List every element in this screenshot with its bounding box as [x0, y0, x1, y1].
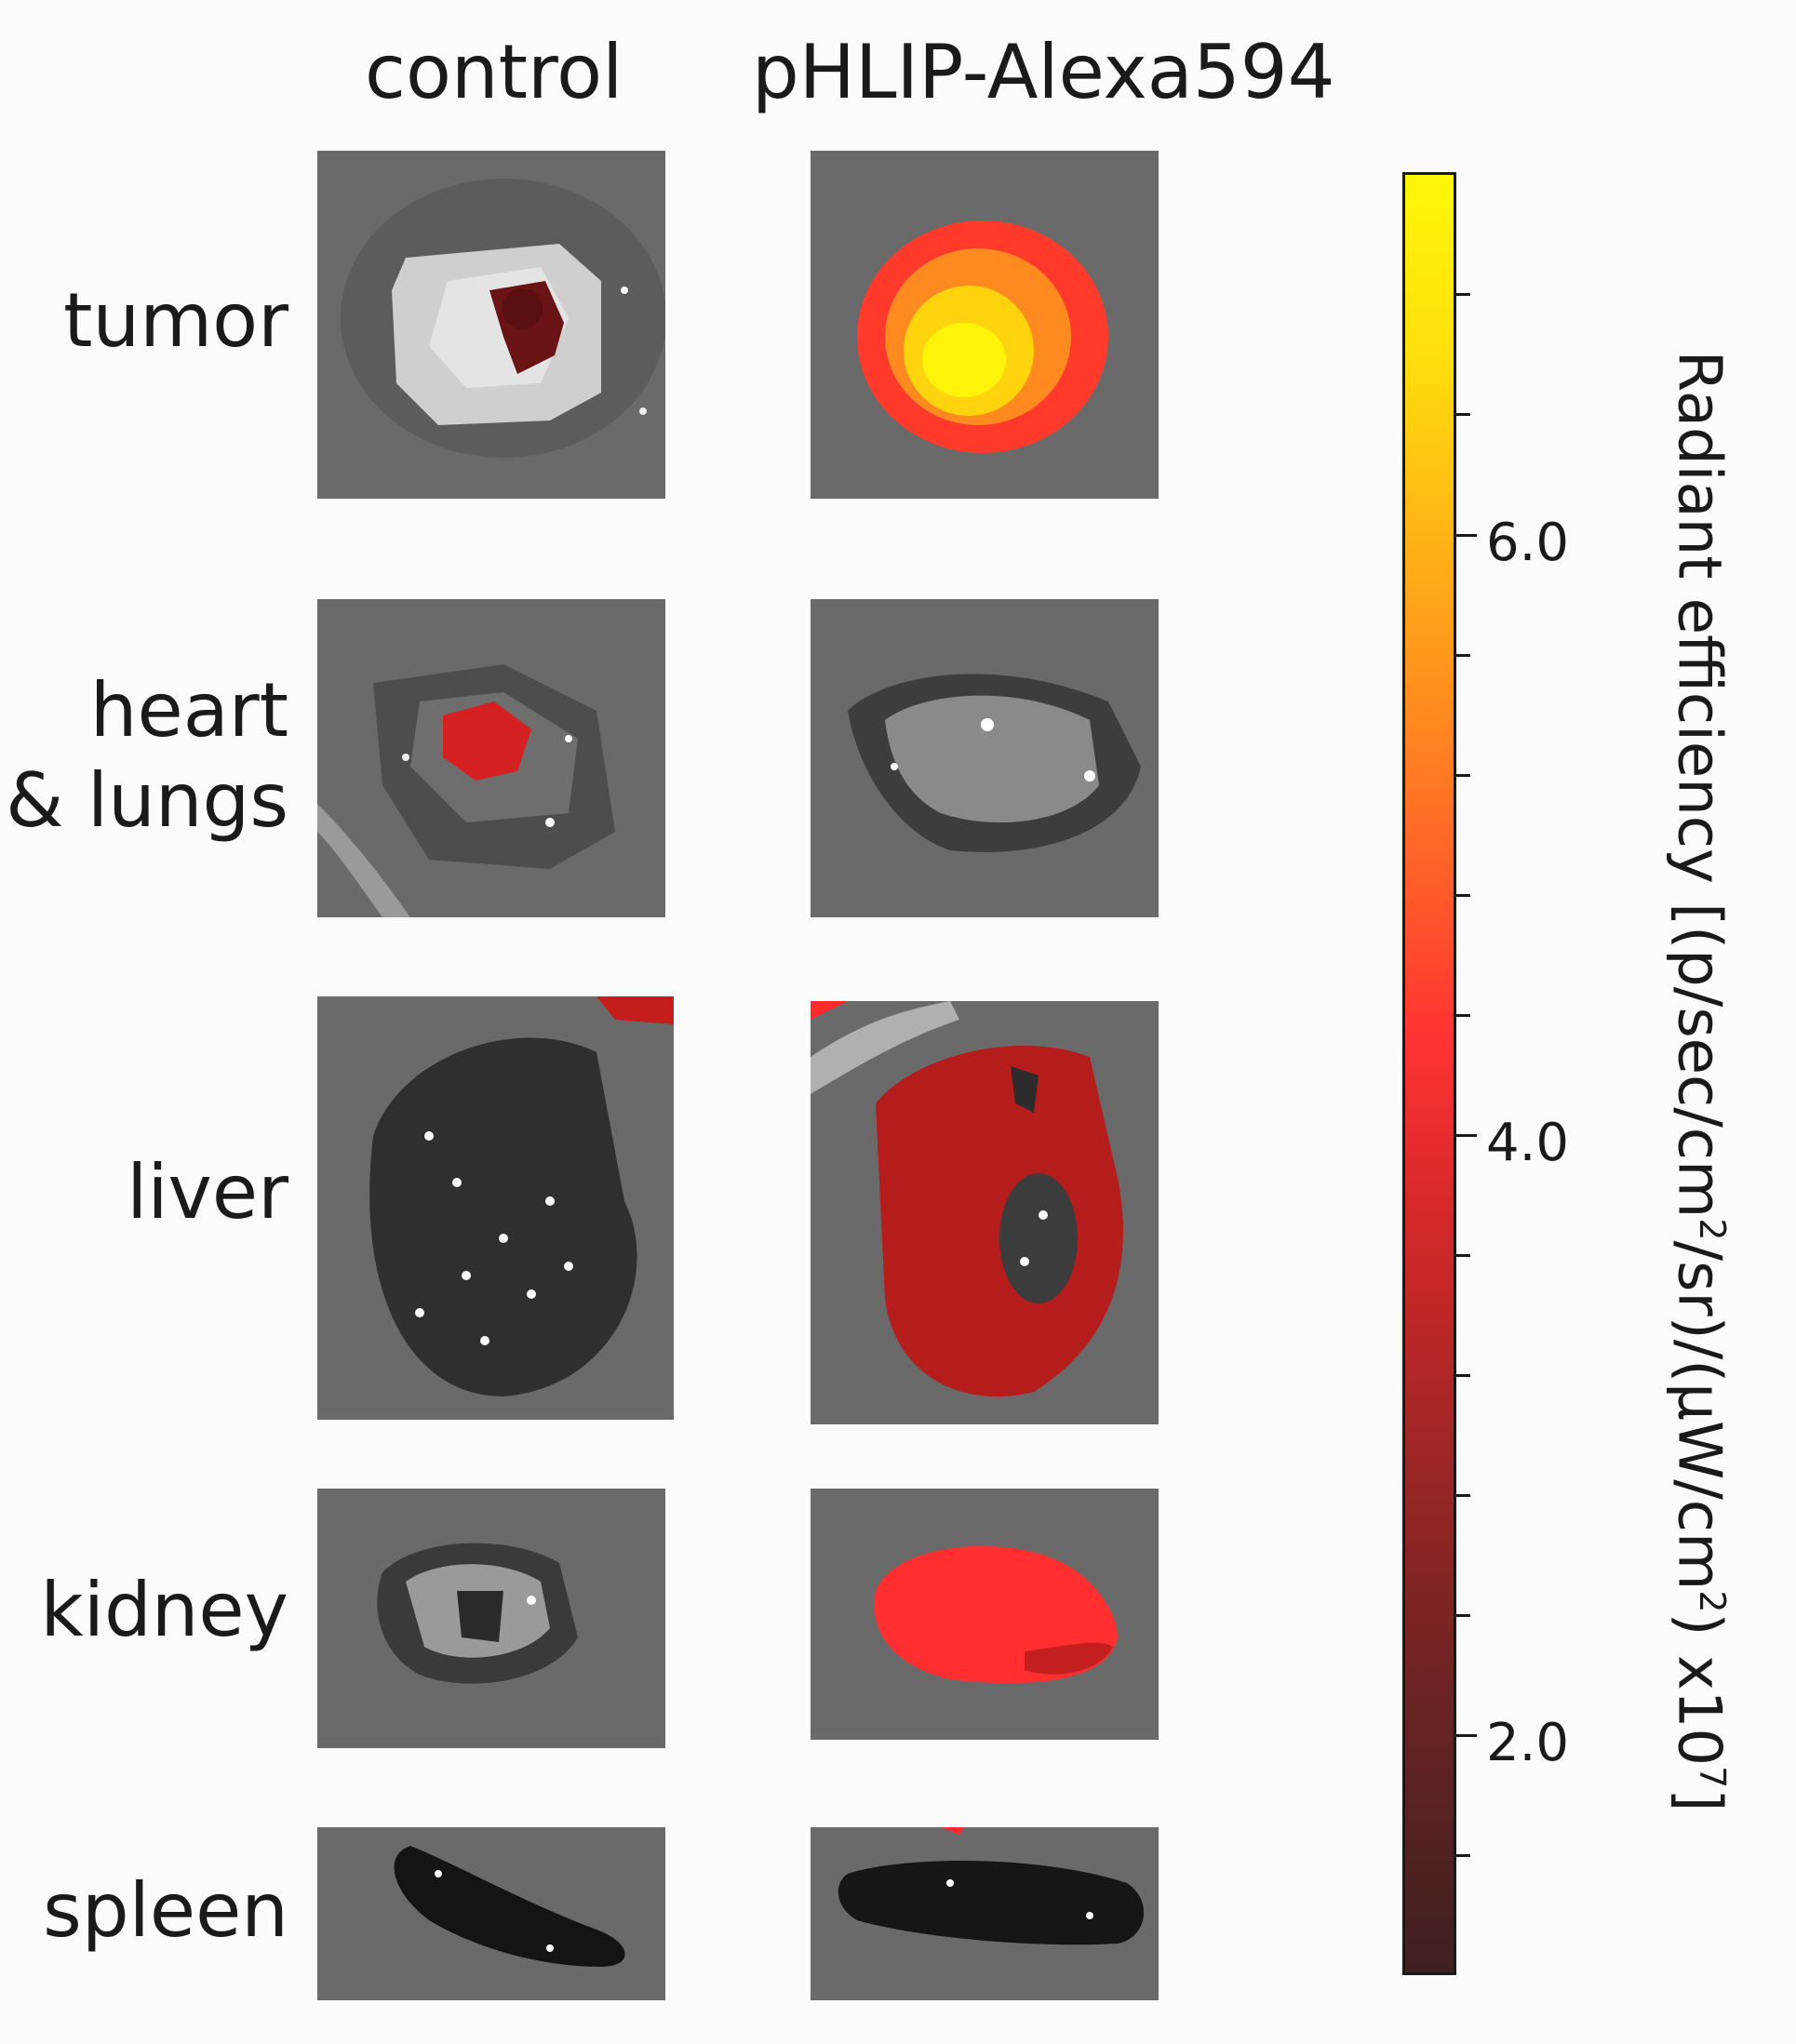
image-kidney-control: [317, 1489, 665, 1748]
image-heart-lungs-control: [317, 599, 665, 917]
row-label-kidney: kidney: [40, 1567, 288, 1653]
column-header-phlip-alexa594: pHLIP-Alexa594: [752, 29, 1335, 115]
colorbar-tick: [1456, 534, 1477, 537]
image-tumor-phlip: [811, 151, 1159, 499]
colorbar-tick: [1456, 1374, 1470, 1377]
image-kidney-phlip: [811, 1489, 1159, 1740]
image-liver-phlip: [811, 1001, 1159, 1424]
colorbar-tick-label: 6.0: [1486, 513, 1570, 573]
colorbar-tick: [1456, 1134, 1477, 1137]
colorbar-tick: [1456, 654, 1470, 657]
colorbar-tick: [1456, 1014, 1470, 1017]
image-spleen-control: [317, 1827, 665, 2000]
row-label-spleen: spleen: [43, 1867, 288, 1954]
image-spleen-phlip: [811, 1827, 1159, 2000]
row-label-lungs: & lungs: [6, 757, 288, 844]
colorbar-tick: [1456, 1494, 1470, 1497]
colorbar-tick: [1456, 1254, 1470, 1257]
colorbar-tick: [1456, 413, 1470, 416]
colorbar-tick: [1456, 1614, 1470, 1617]
colorbar-tick: [1456, 1734, 1477, 1737]
image-tumor-control: [317, 151, 665, 499]
image-heart-lungs-phlip: [811, 599, 1159, 917]
image-liver-control: [317, 996, 674, 1420]
colorbar: [1402, 172, 1456, 1975]
row-label-liver: liver: [127, 1149, 288, 1236]
colorbar-tick: [1456, 894, 1470, 897]
column-header-control: control: [365, 29, 623, 115]
colorbar-tick-label: 2.0: [1486, 1713, 1570, 1773]
row-label-heart: heart: [89, 667, 288, 754]
colorbar-tick-label: 4.0: [1486, 1113, 1570, 1173]
colorbar-tick: [1456, 774, 1470, 777]
row-label-tumor: tumor: [63, 277, 288, 364]
colorbar-title: Radiant efficiency [(p/sec/cm2/sr)/(µW/c…: [1664, 350, 1734, 1812]
colorbar-tick: [1456, 293, 1470, 296]
colorbar-tick: [1456, 1854, 1470, 1857]
